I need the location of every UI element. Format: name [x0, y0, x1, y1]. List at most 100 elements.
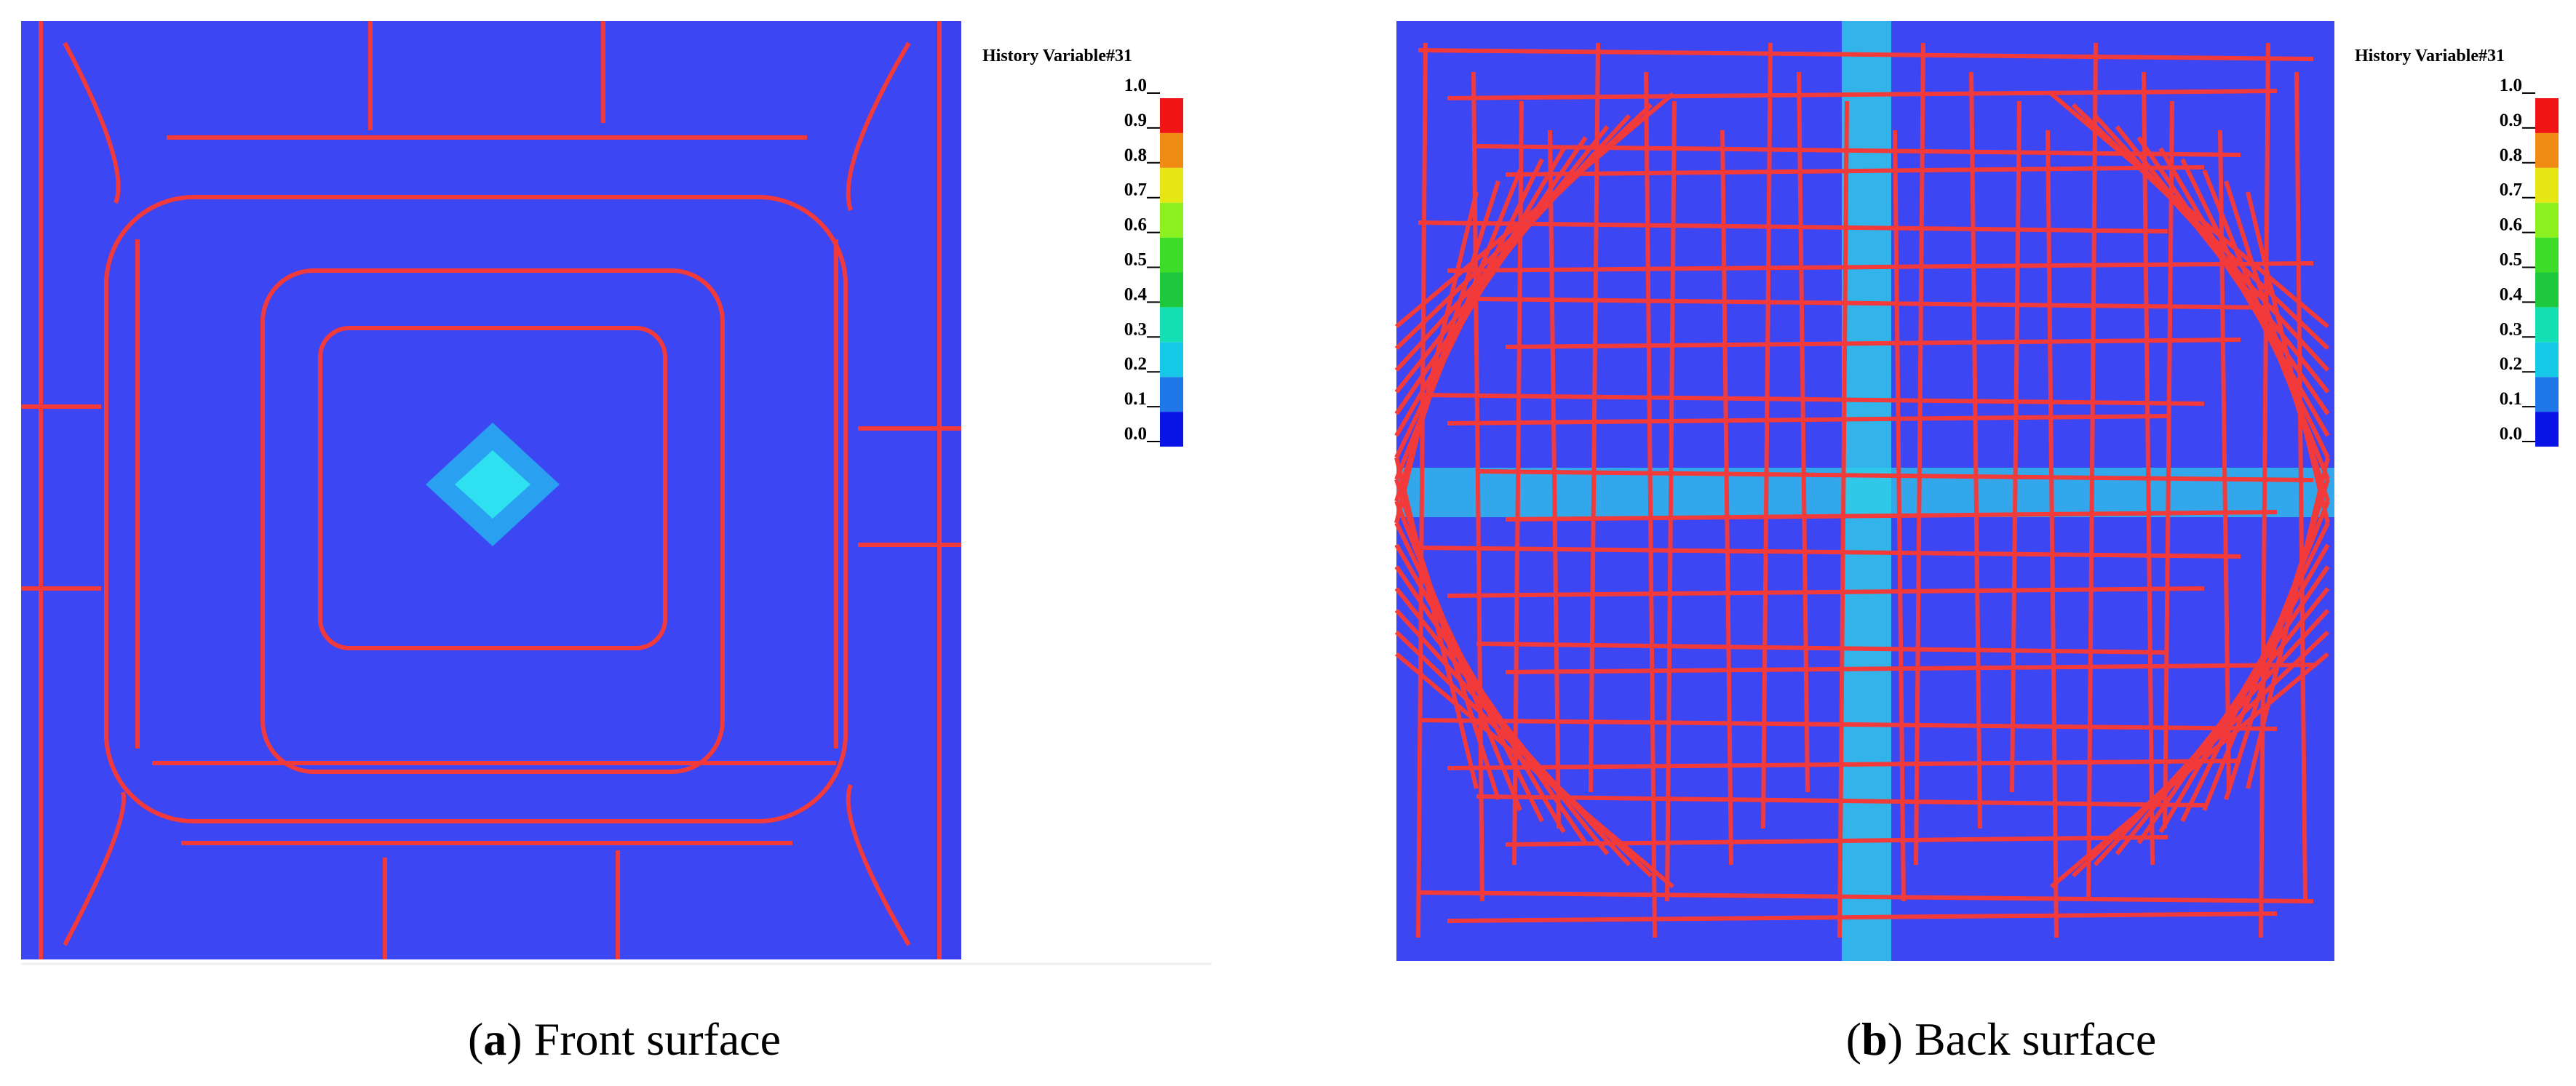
color-band	[2535, 377, 2559, 412]
color-band	[2535, 237, 2559, 273]
color-band	[2535, 98, 2559, 133]
crack	[2163, 100, 2174, 829]
crack	[1505, 663, 2314, 674]
color-band	[2535, 342, 2559, 378]
crack	[1394, 543, 1566, 834]
color-band	[1160, 132, 1183, 168]
color-band	[1160, 202, 1183, 238]
tick-label: 0.3	[2500, 319, 2522, 339]
tick-label: 0.7	[1124, 180, 1147, 200]
crack	[1418, 546, 2241, 559]
crack	[1447, 911, 2278, 923]
tick-label: 0.5	[2500, 250, 2522, 270]
color-band	[1160, 412, 1183, 447]
crack	[2246, 457, 2330, 789]
crack	[1589, 42, 1600, 793]
crack	[1418, 718, 2278, 731]
crack	[1418, 393, 2205, 406]
color-band	[1160, 167, 1183, 203]
color-band	[2535, 167, 2559, 203]
color-band	[1160, 98, 1183, 133]
crack	[2180, 522, 2330, 823]
crack	[1505, 165, 2205, 177]
tick-label: 1.0	[1124, 76, 1147, 95]
color-band	[2535, 307, 2559, 343]
crack	[1476, 794, 2205, 807]
legend-title: History Variable#31	[2355, 47, 2505, 65]
crack	[1394, 158, 1544, 459]
caption-part: ) Front surface	[506, 1013, 781, 1065]
crack	[1394, 147, 1566, 437]
crack	[1416, 42, 1428, 938]
tick-label: 0.4	[1124, 284, 1148, 304]
crack	[1418, 890, 2314, 903]
tick-label: 0.1	[1124, 389, 1147, 409]
tick-label: 0.8	[2500, 145, 2522, 165]
crack	[2086, 42, 2098, 902]
color-band	[1160, 342, 1183, 378]
crack	[2202, 169, 2330, 481]
tick-label: 0.2	[1124, 354, 1147, 374]
crack	[1394, 169, 1522, 481]
caption-part: (	[1846, 1013, 1861, 1065]
tick-label: 1.0	[2500, 76, 2522, 95]
crack	[1476, 297, 2278, 310]
crack	[1548, 129, 1561, 829]
crack	[1447, 89, 2278, 100]
crack	[2158, 147, 2330, 437]
tick-label: 0.9	[2500, 111, 2522, 130]
color-band	[1160, 272, 1183, 308]
crack	[1969, 71, 1982, 829]
crack	[1644, 71, 1657, 938]
caption-part: a	[483, 1013, 506, 1065]
tick-label: 0.2	[2500, 354, 2522, 374]
tick-label: 0.9	[1124, 111, 1147, 130]
caption-part: b	[1861, 1013, 1888, 1065]
color-band	[2535, 412, 2559, 447]
crack	[1394, 500, 1522, 812]
crack	[2142, 71, 2155, 866]
caption-part: (	[468, 1013, 483, 1065]
crack	[2294, 71, 2307, 902]
color-band	[2535, 132, 2559, 168]
caption-part: ) Back surface	[1888, 1013, 2157, 1065]
back-surface-image	[1394, 21, 2334, 961]
tick-label: 0.5	[1124, 250, 1147, 270]
crack	[2010, 100, 2022, 793]
tick-label: 0.6	[2500, 215, 2522, 235]
crack	[2259, 42, 2270, 938]
caption: (a) Front surface	[468, 1013, 781, 1065]
crack	[2246, 191, 2330, 524]
tick-label: 0.4	[2500, 284, 2523, 304]
crack	[1914, 42, 1925, 866]
crack	[1761, 42, 1773, 829]
tick-label: 0.7	[2500, 180, 2522, 200]
crack	[1447, 759, 2241, 770]
color-band	[2535, 272, 2559, 308]
front-surface-image	[21, 21, 961, 959]
crack	[2158, 543, 2330, 834]
crack	[1394, 191, 1479, 524]
crack	[1837, 100, 1849, 938]
tick-label: 0.0	[2500, 424, 2522, 444]
crack	[1418, 48, 2314, 61]
crack	[1447, 414, 2168, 426]
color-band	[1160, 237, 1183, 273]
color-band	[1160, 307, 1183, 343]
crack	[1505, 338, 2241, 349]
crack	[1797, 71, 1810, 793]
tick-label: 0.8	[1124, 145, 1147, 165]
tick-label: 0.1	[2500, 389, 2522, 409]
crack	[1418, 220, 2168, 233]
crack	[1394, 522, 1544, 823]
crack	[1720, 129, 1733, 866]
color-band	[1160, 377, 1183, 412]
color-band	[2535, 202, 2559, 238]
caption: (b) Back surface	[1846, 1013, 2156, 1065]
legend-title: History Variable#31	[982, 47, 1132, 65]
tick-label: 0.6	[1124, 215, 1147, 235]
crack	[1447, 586, 2205, 598]
crack	[1476, 469, 2314, 482]
crack	[1471, 71, 1484, 902]
